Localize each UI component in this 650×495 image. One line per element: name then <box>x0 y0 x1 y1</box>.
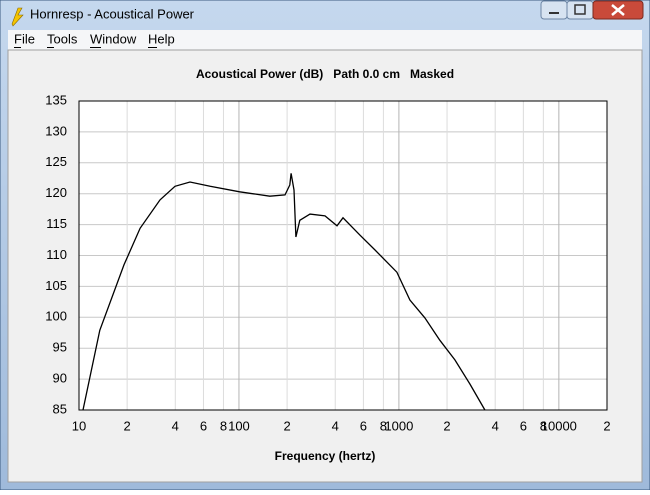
menu-item[interactable]: Tools <box>47 31 78 46</box>
x-tick-label: 2 <box>603 418 610 433</box>
close-icon <box>611 4 625 16</box>
y-tick-label: 85 <box>53 401 67 416</box>
x-axis-label: Frequency (hertz) <box>275 449 376 463</box>
x-tick-label: 4 <box>172 418 179 433</box>
plot-border <box>78 100 608 411</box>
maximize-icon <box>574 4 586 15</box>
x-tick-label: 4 <box>492 418 499 433</box>
menu-item[interactable]: File <box>14 31 35 46</box>
y-tick-label: 120 <box>45 185 67 200</box>
menu-item[interactable]: Help <box>148 31 175 46</box>
x-tick-label: 2 <box>443 418 450 433</box>
y-tick-label: 90 <box>53 371 67 386</box>
x-tick-label: 4 <box>332 418 339 433</box>
x-tick-label: 6 <box>520 418 527 433</box>
x-tick-label: 10 <box>72 418 86 433</box>
x-tick-label: 8 <box>380 418 387 433</box>
y-tick-label: 95 <box>53 340 67 355</box>
menu-item[interactable]: Window <box>90 31 137 46</box>
y-tick-label: 135 <box>45 92 67 107</box>
x-tick-label: 6 <box>200 418 207 433</box>
minimize-button[interactable] <box>540 0 568 20</box>
x-tick-label: 10000 <box>541 418 577 433</box>
y-tick-label: 105 <box>45 278 67 293</box>
y-tick-label: 130 <box>45 123 67 138</box>
x-tick-label: 100 <box>228 418 250 433</box>
response-curve <box>82 173 486 411</box>
x-tick-label: 2 <box>124 418 131 433</box>
x-tick-label: 6 <box>360 418 367 433</box>
y-tick-label: 125 <box>45 154 67 169</box>
y-tick-label: 115 <box>46 216 67 231</box>
chart-title: Acoustical Power (dB) Path 0.0 cm Masked <box>196 67 454 81</box>
y-tick-label: 100 <box>45 309 67 324</box>
menu-bar <box>8 30 642 50</box>
x-tick-label: 8 <box>540 418 547 433</box>
window-title: Hornresp - Acoustical Power <box>30 6 195 21</box>
app-icon <box>11 7 24 27</box>
y-tick-label: 110 <box>46 247 67 262</box>
maximize-button[interactable] <box>566 0 594 20</box>
x-tick-label: 2 <box>283 418 290 433</box>
x-tick-label: 8 <box>220 418 227 433</box>
x-tick-label: 1000 <box>384 418 413 433</box>
